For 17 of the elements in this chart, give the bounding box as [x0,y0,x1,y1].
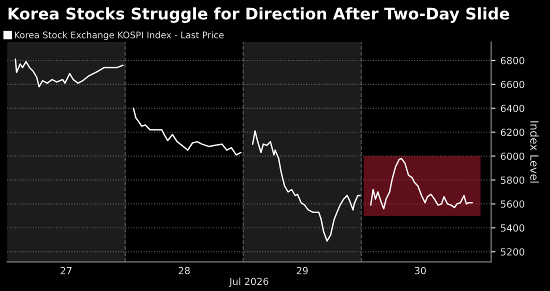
y-tick-label: 6600 [500,80,524,88]
y-tick-label: 6200 [500,128,524,136]
chart-title: Korea Stocks Struggle for Direction After Two-Day Slide [8,7,510,23]
y-axis-title: Index Level [530,121,539,183]
y-tick-label: 5600 [500,200,524,208]
x-tick-label: 28 [178,266,190,274]
y-tick-label: 5800 [500,176,524,184]
y-tick-label: 5200 [500,248,524,256]
y-tick-label: 6800 [500,56,524,64]
x-tick-label: 30 [414,266,426,274]
y-tick-label: 6400 [500,104,524,112]
y-tick-label: 6000 [500,152,524,160]
x-tick-label: 29 [296,266,308,274]
y-tick-label: 5400 [500,224,524,232]
x-axis-title: Jul 2026 [228,278,268,287]
legend-label: Korea Stock Exchange KOSPI Index - Last Price [14,31,224,40]
x-tick-label: 27 [60,266,72,274]
